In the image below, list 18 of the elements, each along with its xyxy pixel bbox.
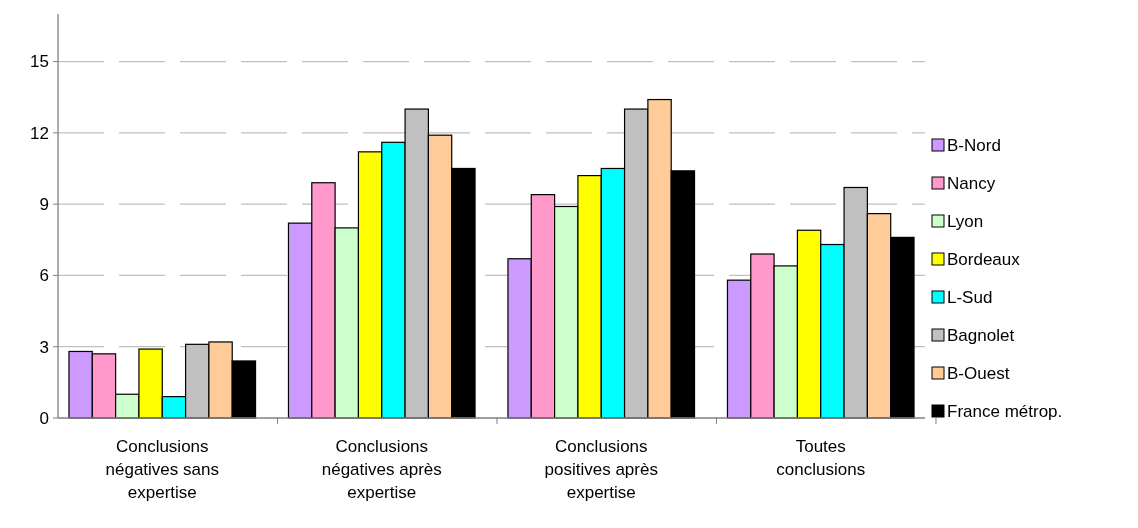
legend-label: France métrop. bbox=[947, 401, 1063, 421]
y-tick-label: 6 bbox=[39, 266, 49, 286]
y-tick-label: 12 bbox=[30, 123, 49, 143]
x-tick-label: Conclusions négatives sans expertise bbox=[105, 437, 219, 502]
y-tick-label: 0 bbox=[39, 408, 49, 428]
y-tick-label: 9 bbox=[39, 195, 49, 215]
legend-label: B-Ouest bbox=[947, 363, 1010, 383]
y-tick-label: 15 bbox=[30, 52, 49, 72]
legend-label: Nancy bbox=[947, 173, 996, 193]
legend-label: Bordeaux bbox=[947, 249, 1021, 269]
y-tick-label: 3 bbox=[39, 337, 49, 357]
legend-label: Lyon bbox=[947, 211, 984, 231]
x-tick-label: Conclusions positives après expertise bbox=[544, 437, 658, 502]
x-tick-label: Toutes conclusions bbox=[776, 437, 866, 479]
x-tick-label: Conclusions négatives après expertise bbox=[321, 437, 442, 502]
legend-label: L-Sud bbox=[947, 287, 993, 307]
legend-label: Bagnolet bbox=[947, 325, 1015, 345]
legend-label: B-Nord bbox=[947, 135, 1001, 155]
